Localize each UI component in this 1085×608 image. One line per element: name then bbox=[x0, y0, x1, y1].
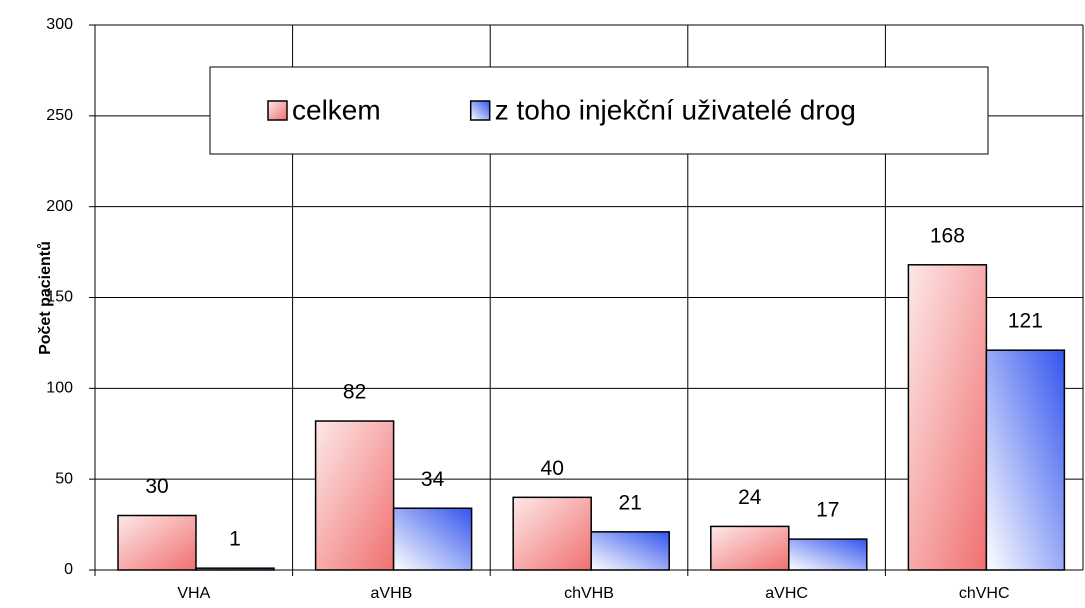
legend-box bbox=[209, 66, 989, 155]
y-tick-label: 50 bbox=[55, 470, 73, 487]
bar bbox=[907, 264, 988, 571]
bar bbox=[117, 514, 197, 571]
value-label: 40 bbox=[541, 457, 564, 480]
y-tick-label: 0 bbox=[64, 561, 73, 578]
value-label: 21 bbox=[619, 491, 642, 514]
y-axis-label: Počet pacientů bbox=[37, 241, 54, 355]
value-label: 34 bbox=[421, 468, 445, 491]
bar bbox=[314, 420, 395, 571]
value-label: 17 bbox=[816, 499, 839, 522]
value-label: 121 bbox=[1008, 310, 1043, 333]
y-tick-label: 150 bbox=[46, 289, 73, 306]
y-tick-label: 250 bbox=[46, 107, 73, 124]
x-tick-label: chVHB bbox=[564, 585, 614, 602]
bar bbox=[985, 349, 1066, 571]
value-label: 30 bbox=[145, 475, 168, 498]
legend-swatch bbox=[469, 100, 491, 121]
value-label: 1 bbox=[229, 528, 241, 551]
x-tick-label: VHA bbox=[177, 585, 210, 602]
bar bbox=[392, 507, 473, 571]
y-tick-label: 300 bbox=[46, 16, 73, 33]
x-tick-label: aVHB bbox=[371, 585, 413, 602]
bar bbox=[710, 525, 790, 571]
y-tick-label: 200 bbox=[46, 198, 73, 215]
x-tick-label: aVHC bbox=[765, 585, 808, 602]
legend-label: celkem bbox=[292, 94, 381, 125]
value-label: 168 bbox=[930, 224, 965, 247]
x-tick-label: chVHC bbox=[959, 585, 1010, 602]
bar bbox=[590, 531, 670, 571]
bar bbox=[788, 538, 868, 571]
bar bbox=[512, 496, 592, 571]
value-label: 24 bbox=[738, 486, 762, 509]
y-tick-label: 100 bbox=[46, 380, 73, 397]
legend-label: z toho injekční uživatelé drog bbox=[495, 94, 856, 125]
legend-swatch bbox=[267, 100, 288, 121]
value-label: 82 bbox=[343, 381, 366, 404]
